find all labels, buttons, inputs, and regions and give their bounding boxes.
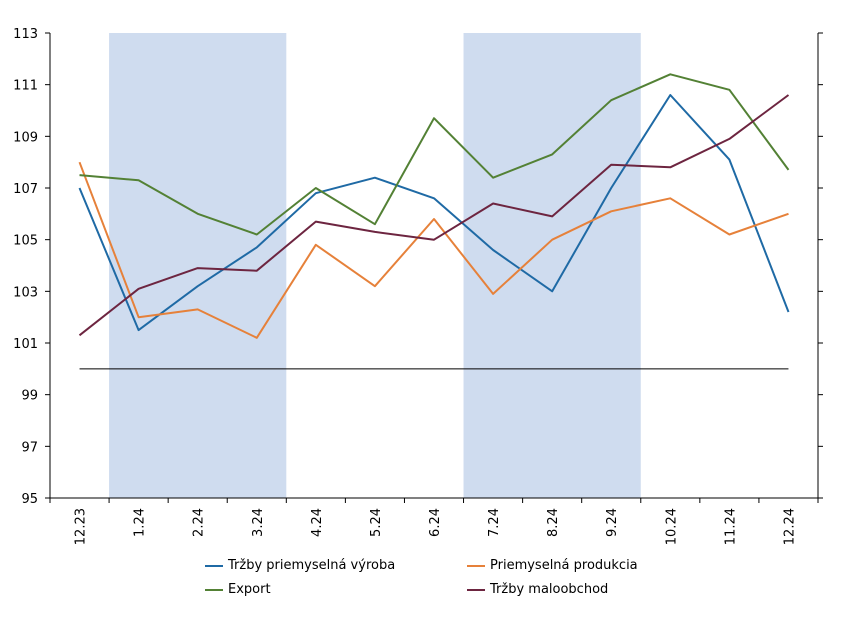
y-tick-label-101: 101 bbox=[13, 337, 38, 352]
x-tick-label-12.23: 12.23 bbox=[74, 508, 89, 545]
x-tick-label-8.24: 8.24 bbox=[546, 508, 561, 537]
y-tick-label-111: 111 bbox=[13, 79, 38, 94]
legend-swatch-2 bbox=[467, 564, 485, 567]
legend-label-2: Priemyselná produkcia bbox=[490, 558, 638, 573]
shaded-period-2 bbox=[463, 33, 641, 498]
x-tick-label-7.24: 7.24 bbox=[487, 508, 502, 537]
legend-label-1: Tržby priemyselná výroba bbox=[228, 558, 396, 573]
series-line-1 bbox=[78, 94, 790, 332]
series-line-3 bbox=[79, 73, 790, 236]
series-line-2 bbox=[78, 161, 789, 339]
legend-label-4: Tržby maloobchod bbox=[490, 582, 609, 597]
y-tick-label-113: 113 bbox=[13, 27, 38, 42]
x-tick-label-11.24: 11.24 bbox=[723, 508, 738, 545]
legend-item-2: Priemyselná produkcia bbox=[467, 558, 638, 573]
y-tick-label-103: 103 bbox=[13, 285, 38, 300]
legend-label-3: Export bbox=[228, 582, 271, 597]
x-tick-label-12.24: 12.24 bbox=[782, 508, 797, 545]
y-tick-label-105: 105 bbox=[13, 234, 38, 249]
legend-swatch-1 bbox=[205, 564, 223, 567]
x-tick-label-5.24: 5.24 bbox=[369, 508, 384, 537]
y-tick-label-95: 95 bbox=[21, 492, 38, 507]
x-tick-label-4.24: 4.24 bbox=[310, 508, 325, 537]
series-line-4 bbox=[78, 94, 790, 337]
x-tick-label-6.24: 6.24 bbox=[428, 508, 443, 537]
legend-item-4: Tržby maloobchod bbox=[467, 582, 608, 597]
x-tick-label-1.24: 1.24 bbox=[133, 508, 148, 537]
legend-swatch-4 bbox=[467, 588, 485, 591]
y-tick-label-109: 109 bbox=[13, 130, 38, 145]
x-tick-label-10.24: 10.24 bbox=[664, 508, 679, 545]
shaded-period-1 bbox=[109, 33, 287, 498]
y-tick-label-97: 97 bbox=[21, 440, 38, 455]
legend-item-3: Export bbox=[205, 582, 271, 597]
x-tick-label-9.24: 9.24 bbox=[605, 508, 620, 537]
x-tick-label-3.24: 3.24 bbox=[251, 508, 266, 537]
x-tick-label-2.24: 2.24 bbox=[192, 508, 207, 537]
legend-item-1: Tržby priemyselná výroba bbox=[205, 558, 395, 573]
y-tick-label-107: 107 bbox=[13, 182, 38, 197]
legend-swatch-3 bbox=[205, 588, 223, 591]
y-tick-label-99: 99 bbox=[21, 389, 38, 404]
